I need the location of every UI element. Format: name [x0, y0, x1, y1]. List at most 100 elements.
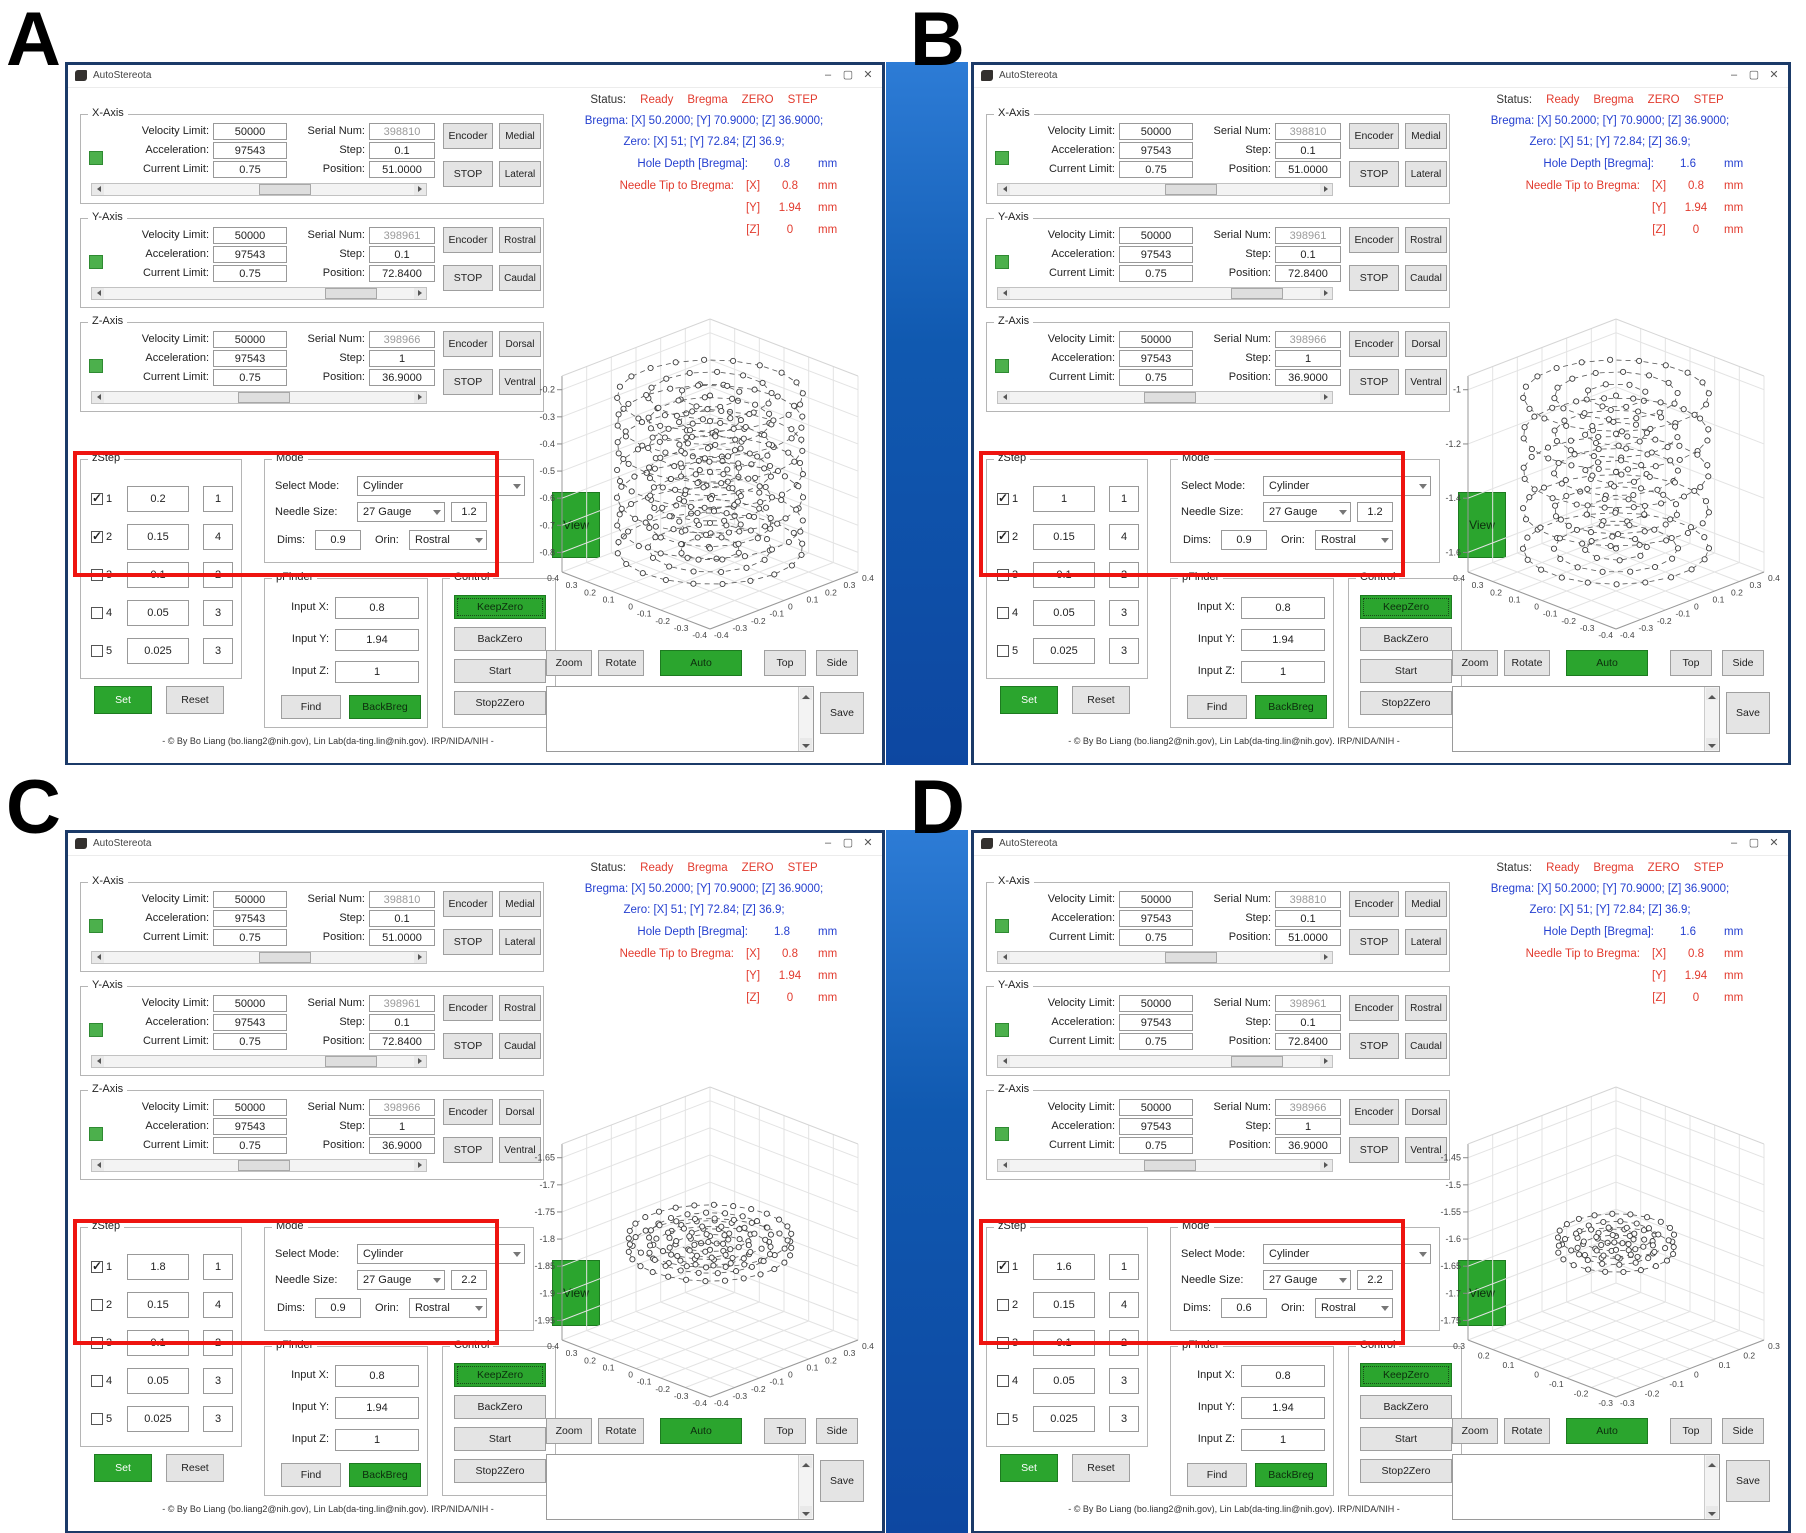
encoder-button[interactable]: Encoder: [1349, 123, 1399, 149]
scrollbar-thumb[interactable]: [1231, 288, 1283, 299]
zstep-depth-field[interactable]: 1.6: [1033, 1254, 1095, 1280]
zstep-checkbox-4[interactable]: [91, 1375, 103, 1387]
acceleration-field[interactable]: 97543: [1119, 910, 1193, 927]
find-button[interactable]: Find: [1187, 1463, 1247, 1487]
maximize-button[interactable]: ▢: [842, 837, 854, 849]
stop-button[interactable]: STOP: [443, 1137, 493, 1163]
plot-rotate-button[interactable]: Rotate: [598, 1418, 644, 1444]
serial-field[interactable]: 398810: [369, 891, 435, 908]
step-field[interactable]: 0.1: [1275, 1014, 1341, 1031]
position-field[interactable]: 72.8400: [1275, 1033, 1341, 1050]
plot-top-button[interactable]: Top: [764, 650, 806, 676]
pfinder-z-field[interactable]: 1: [1241, 1429, 1325, 1451]
dims-field[interactable]: 0.6: [1221, 1298, 1267, 1318]
acceleration-field[interactable]: 97543: [1119, 142, 1193, 159]
acceleration-field[interactable]: 97543: [1119, 350, 1193, 367]
zstep-depth-field[interactable]: 0.15: [1033, 524, 1095, 550]
step-field[interactable]: 0.1: [1275, 246, 1341, 263]
scrollbar-right-arrow-icon[interactable]: [414, 184, 426, 195]
direction-button-a[interactable]: Rostral: [499, 995, 541, 1021]
find-button[interactable]: Find: [281, 1463, 341, 1487]
direction-button-a[interactable]: Rostral: [499, 227, 541, 253]
scrollbar-right-arrow-icon[interactable]: [414, 392, 426, 403]
direction-button-b[interactable]: Ventral: [1405, 369, 1447, 395]
axis-position-scrollbar[interactable]: [997, 287, 1333, 300]
keepzero-button[interactable]: KeepZero: [1360, 595, 1452, 619]
step-field[interactable]: 0.1: [369, 910, 435, 927]
zstep-depth-field[interactable]: 0.1: [127, 1330, 189, 1356]
encoder-button[interactable]: Encoder: [443, 891, 493, 917]
scrollbar-left-arrow-icon[interactable]: [92, 184, 104, 195]
serial-field[interactable]: 398961: [1275, 227, 1341, 244]
position-field[interactable]: 36.9000: [369, 369, 435, 386]
minimize-button[interactable]: –: [824, 837, 832, 849]
zstep-checkbox-2[interactable]: [91, 1299, 103, 1311]
zstep-depth-field[interactable]: 0.1: [1033, 1330, 1095, 1356]
log-textbox[interactable]: [1452, 686, 1720, 752]
zstep-checkbox-3[interactable]: [91, 1337, 103, 1349]
select-mode-dropdown[interactable]: Cylinder: [1263, 476, 1431, 496]
stop2zero-button[interactable]: Stop2Zero: [1360, 691, 1452, 715]
zstep-count-field[interactable]: 4: [1109, 524, 1139, 550]
zstep-count-field[interactable]: 1: [1109, 486, 1139, 512]
zstep-checkbox-1[interactable]: [997, 491, 1009, 505]
stop-button[interactable]: STOP: [443, 161, 493, 187]
zstep-count-field[interactable]: 3: [1109, 1368, 1139, 1394]
zstep-count-field[interactable]: 1: [203, 486, 233, 512]
serial-field[interactable]: 398810: [369, 123, 435, 140]
zstep-checkbox-3[interactable]: [997, 1337, 1009, 1349]
scrollbar-up-arrow-icon[interactable]: [1706, 1456, 1718, 1468]
direction-button-a[interactable]: Medial: [499, 891, 541, 917]
axis-position-scrollbar[interactable]: [997, 183, 1333, 196]
axis-position-scrollbar[interactable]: [91, 183, 427, 196]
current-field[interactable]: 0.75: [213, 929, 287, 946]
zstep-depth-field[interactable]: 0.025: [1033, 638, 1095, 664]
save-button[interactable]: Save: [820, 692, 864, 734]
stop-button[interactable]: STOP: [1349, 369, 1399, 395]
log-textbox[interactable]: [546, 1454, 814, 1520]
scrollbar-right-arrow-icon[interactable]: [1320, 288, 1332, 299]
direction-button-b[interactable]: Lateral: [499, 929, 541, 955]
encoder-button[interactable]: Encoder: [443, 331, 493, 357]
zstep-depth-field[interactable]: 0.1: [127, 562, 189, 588]
zstep-count-field[interactable]: 2: [203, 1330, 233, 1356]
axis-position-scrollbar[interactable]: [91, 287, 427, 300]
scrollbar-right-arrow-icon[interactable]: [414, 1056, 426, 1067]
needle-length-field[interactable]: 1.2: [1357, 502, 1393, 522]
current-field[interactable]: 0.75: [213, 161, 287, 178]
minimize-button[interactable]: –: [824, 69, 832, 81]
stop-button[interactable]: STOP: [443, 265, 493, 291]
direction-button-a[interactable]: Medial: [499, 123, 541, 149]
stop-button[interactable]: STOP: [1349, 929, 1399, 955]
zstep-count-field[interactable]: 2: [203, 562, 233, 588]
start-button[interactable]: Start: [454, 659, 546, 683]
plot-auto-button[interactable]: Auto: [660, 1418, 742, 1444]
velocity-field[interactable]: 50000: [213, 123, 287, 140]
plot-side-button[interactable]: Side: [1722, 650, 1764, 676]
reset-button[interactable]: Reset: [1072, 1454, 1130, 1482]
plot-side-button[interactable]: Side: [816, 650, 858, 676]
serial-field[interactable]: 398810: [1275, 891, 1341, 908]
maximize-button[interactable]: ▢: [842, 69, 854, 81]
current-field[interactable]: 0.75: [213, 1033, 287, 1050]
plot-auto-button[interactable]: Auto: [1566, 650, 1648, 676]
plot-rotate-button[interactable]: Rotate: [1504, 650, 1550, 676]
plot-top-button[interactable]: Top: [1670, 1418, 1712, 1444]
scrollbar-right-arrow-icon[interactable]: [1320, 392, 1332, 403]
scrollbar-left-arrow-icon[interactable]: [92, 1056, 104, 1067]
current-field[interactable]: 0.75: [1119, 265, 1193, 282]
save-button[interactable]: Save: [1726, 692, 1770, 734]
zstep-checkbox-2[interactable]: [997, 1299, 1009, 1311]
scrollbar-down-arrow-icon[interactable]: [800, 1506, 812, 1518]
scrollbar-up-arrow-icon[interactable]: [800, 688, 812, 700]
axis-position-scrollbar[interactable]: [997, 391, 1333, 404]
encoder-button[interactable]: Encoder: [1349, 995, 1399, 1021]
dims-field[interactable]: 0.9: [315, 1298, 361, 1318]
encoder-button[interactable]: Encoder: [443, 123, 493, 149]
scrollbar-thumb[interactable]: [1231, 1056, 1283, 1067]
pfinder-y-field[interactable]: 1.94: [335, 1397, 419, 1419]
select-mode-dropdown[interactable]: Cylinder: [357, 476, 525, 496]
needle-size-dropdown[interactable]: 27 Gauge: [357, 1270, 445, 1290]
velocity-field[interactable]: 50000: [1119, 331, 1193, 348]
needle-length-field[interactable]: 2.2: [1357, 1270, 1393, 1290]
